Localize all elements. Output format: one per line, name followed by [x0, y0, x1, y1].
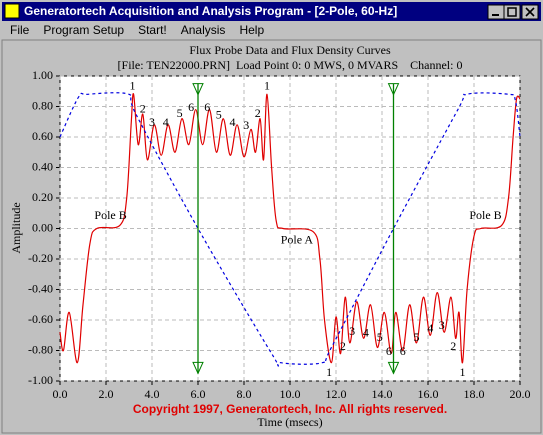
- annotation: 2: [140, 101, 146, 115]
- window-title: Generatortech Acquisition and Analysis P…: [24, 4, 397, 18]
- annotation: 2: [450, 339, 456, 353]
- series-line: [59, 93, 521, 364]
- annotation: 3: [243, 118, 249, 132]
- maximize-glyph: [507, 7, 517, 17]
- y-tick-label: 0.00: [32, 220, 53, 234]
- annotation: 1: [264, 78, 270, 92]
- annotation: 2: [340, 339, 346, 353]
- x-tick-label: 4.0: [145, 387, 160, 401]
- annotation: 6: [204, 100, 210, 114]
- y-axis-label: Amplitude: [9, 202, 23, 253]
- y-tick-label: 1.00: [32, 68, 53, 82]
- annotation: 5: [216, 107, 222, 121]
- y-tick-label: -1.00: [28, 373, 53, 387]
- y-tick-label: -0.60: [28, 312, 53, 326]
- annotation: Pole A: [281, 232, 314, 246]
- title-bar: [2, 2, 541, 21]
- series-line: [59, 92, 521, 367]
- annotation: 6: [386, 344, 392, 358]
- chart-subtitle: [File: TEN22000.PRN] Load Point 0: 0 MWS…: [118, 58, 463, 72]
- x-tick-label: 10.0: [280, 387, 301, 401]
- menu-item[interactable]: File: [10, 23, 30, 37]
- annotation: 4: [230, 115, 236, 129]
- cursor-arrow-bottom: [192, 361, 204, 375]
- annotation: 3: [439, 318, 445, 332]
- y-tick-label: 0.20: [32, 190, 53, 204]
- window-buttons: [487, 4, 539, 20]
- annotation: 6: [188, 100, 194, 114]
- x-axis-label: Time (msecs): [257, 415, 322, 429]
- annotation: Pole B: [469, 208, 501, 222]
- x-tick-label: 6.0: [191, 387, 206, 401]
- x-tick-label: 18.0: [464, 387, 485, 401]
- app-icon: [4, 3, 20, 19]
- annotation: 4: [163, 115, 169, 129]
- annotation: 3: [349, 324, 355, 338]
- annotation: 6: [400, 344, 406, 358]
- annotation: 4: [363, 325, 369, 339]
- annotation: Pole B: [94, 208, 126, 222]
- chart-title: Flux Probe Data and Flux Density Curves: [189, 43, 391, 57]
- x-tick-label: 12.0: [326, 387, 347, 401]
- annotation: 1: [326, 365, 332, 379]
- cursor-arrow-top: [192, 83, 204, 96]
- menu-item[interactable]: Program Setup: [43, 23, 124, 37]
- x-tick-label: 14.0: [372, 387, 393, 401]
- copyright: Copyright 1997, Generatortech, Inc. All …: [133, 402, 447, 416]
- menu-item[interactable]: Analysis: [181, 23, 226, 37]
- y-tick-label: -0.40: [28, 281, 53, 295]
- annotation: 5: [414, 330, 420, 344]
- y-tick-label: 0.40: [32, 159, 53, 173]
- annotation: 1: [129, 78, 135, 92]
- annotation: 1: [460, 365, 466, 379]
- x-tick-label: 8.0: [237, 387, 252, 401]
- menu-item[interactable]: Start!: [138, 23, 167, 37]
- menu-item[interactable]: Help: [239, 23, 264, 37]
- x-tick-label: 2.0: [99, 387, 114, 401]
- annotation: 5: [377, 330, 383, 344]
- x-tick-label: 16.0: [418, 387, 439, 401]
- annotation: 3: [149, 115, 155, 129]
- menu-bar: File Program Setup Start! Analysis Help: [10, 23, 264, 37]
- close-glyph: [525, 7, 535, 17]
- maximize-button[interactable]: [503, 4, 521, 20]
- cursor-arrow-top: [387, 83, 400, 96]
- x-tick-label: 0.0: [53, 387, 68, 401]
- cursor-arrow-bottom: [387, 361, 400, 375]
- annotation: 5: [177, 106, 183, 120]
- y-tick-label: 0.80: [32, 98, 53, 112]
- y-tick-label: -0.20: [28, 251, 53, 265]
- x-tick-label: 20.0: [510, 387, 531, 401]
- annotation: 4: [427, 321, 433, 335]
- annotation: 2: [255, 106, 261, 120]
- minimize-button[interactable]: [487, 4, 505, 20]
- y-tick-label: -0.80: [28, 342, 53, 356]
- y-tick-label: 0.60: [32, 129, 53, 143]
